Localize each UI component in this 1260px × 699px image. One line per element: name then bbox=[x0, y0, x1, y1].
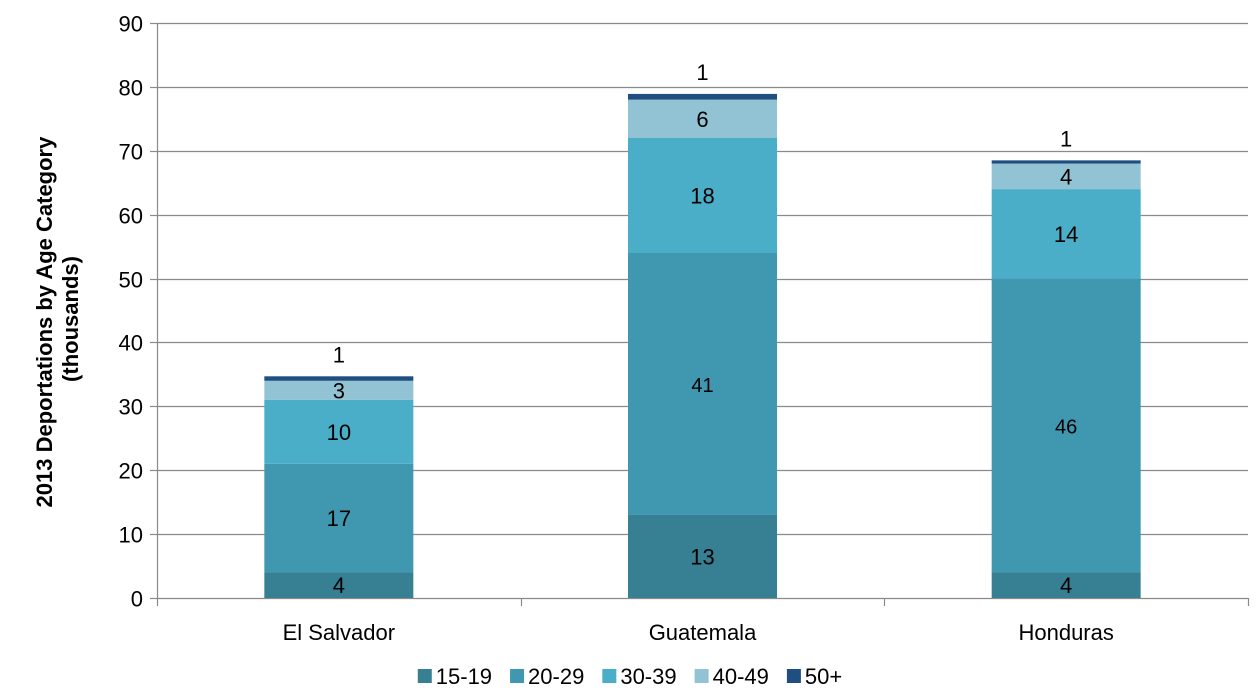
bar-segment bbox=[264, 376, 414, 381]
data-label: 4 bbox=[333, 573, 345, 598]
y-tick-label: 60 bbox=[119, 204, 143, 229]
y-tick-label: 20 bbox=[119, 459, 143, 484]
legend-swatch bbox=[694, 669, 709, 683]
data-label: 41 bbox=[691, 375, 713, 397]
bar-segment bbox=[991, 160, 1141, 164]
legend-swatch bbox=[786, 669, 801, 683]
legend-label: 30-39 bbox=[620, 664, 676, 689]
data-label: 10 bbox=[327, 420, 351, 445]
category-labels: El Salvador Guatemala Honduras bbox=[283, 620, 1114, 645]
data-label: 18 bbox=[690, 184, 714, 209]
bar-segment bbox=[264, 572, 414, 598]
bars bbox=[264, 93, 1141, 598]
data-label: 46 bbox=[1055, 417, 1077, 439]
x-category-label: El Salvador bbox=[283, 620, 396, 645]
y-tick-label: 40 bbox=[119, 331, 143, 356]
data-label: 14 bbox=[1054, 222, 1078, 247]
y-tick-label: 0 bbox=[131, 587, 143, 612]
y-tick-label: 30 bbox=[119, 395, 143, 420]
data-label: 1 bbox=[333, 342, 345, 367]
legend: 15-19 20-29 30-39 40-49 50+ bbox=[417, 664, 842, 689]
legend-label: 50+ bbox=[805, 664, 842, 689]
legend-swatch bbox=[417, 669, 432, 683]
data-label: 6 bbox=[696, 107, 708, 132]
bar-segment bbox=[628, 93, 777, 100]
bar-segment bbox=[991, 278, 1141, 573]
bar-segment bbox=[991, 572, 1141, 598]
legend-label: 20-29 bbox=[528, 664, 584, 689]
data-label: 3 bbox=[333, 378, 345, 403]
data-label: 17 bbox=[327, 506, 351, 531]
data-label: 4 bbox=[1060, 573, 1072, 598]
data-label: 4 bbox=[1060, 164, 1072, 189]
y-tick-label: 90 bbox=[119, 12, 143, 37]
y-axis-title-line-2: (thousands) bbox=[58, 256, 83, 382]
y-tick-labels: 0 10 20 30 40 50 60 70 80 90 bbox=[119, 12, 143, 612]
data-label: 13 bbox=[690, 544, 714, 569]
y-tick-label: 10 bbox=[119, 523, 143, 548]
legend-swatch bbox=[510, 669, 525, 683]
y-tick-label: 70 bbox=[119, 140, 143, 165]
x-category-label: Honduras bbox=[1018, 620, 1113, 645]
bar-segment bbox=[628, 138, 777, 253]
bar-segment bbox=[628, 253, 777, 515]
legend-swatch bbox=[602, 669, 617, 683]
y-tick-label: 50 bbox=[119, 268, 143, 293]
bar-segment bbox=[628, 99, 777, 138]
x-category-label: Guatemala bbox=[649, 620, 757, 645]
bar-segment bbox=[628, 514, 777, 598]
legend-label: 15-19 bbox=[436, 664, 492, 689]
axes bbox=[150, 22, 1250, 606]
y-axis-title-line-1: 2013 Deportations by Age Category bbox=[32, 136, 57, 508]
bar-segment bbox=[991, 163, 1141, 190]
bar-segment bbox=[264, 399, 414, 464]
bar-segment bbox=[991, 189, 1141, 279]
y-tick-label: 80 bbox=[119, 76, 143, 101]
data-label: 1 bbox=[1060, 126, 1072, 151]
data-label: 1 bbox=[696, 60, 708, 85]
bar-segment bbox=[264, 463, 414, 573]
legend-label: 40-49 bbox=[713, 664, 769, 689]
bar-segment bbox=[264, 380, 414, 400]
y-axis-title: 2013 Deportations by Age Category (thous… bbox=[32, 131, 83, 508]
